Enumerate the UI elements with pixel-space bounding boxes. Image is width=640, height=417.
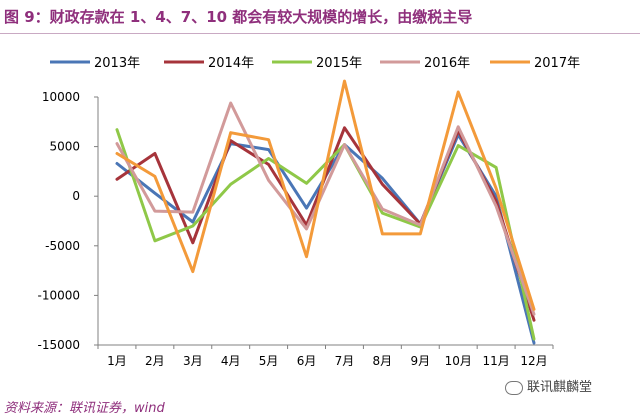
legend-label: 2017年 [534, 56, 580, 71]
legend-label: 2014年 [208, 56, 254, 71]
x-tick-label: 1月 [107, 354, 127, 368]
x-tick-label: 2月 [145, 354, 165, 368]
x-tick-label: 7月 [335, 354, 355, 368]
y-tick-label: -5000 [45, 239, 80, 253]
x-tick-label: 6月 [297, 354, 317, 368]
legend-label: 2016年 [424, 56, 470, 71]
series-line-2017年 [115, 79, 536, 311]
watermark: 联讯麒麟堂 [505, 376, 592, 395]
x-tick-label: 11月 [482, 354, 509, 368]
watermark-label: 联讯麒麟堂 [527, 380, 593, 395]
series-line-2016年 [115, 101, 536, 316]
title-bar: 图 9：财政存款在 1、4、7、10 都会有较大规模的增长，由缴税主导 [0, 0, 640, 34]
y-tick-label: -15000 [37, 338, 80, 352]
chart-title: 图 9：财政存款在 1、4、7、10 都会有较大规模的增长，由缴税主导 [4, 8, 473, 26]
x-tick-label: 9月 [410, 354, 430, 368]
x-tick-label: 4月 [221, 354, 241, 368]
line-chart: 10000 5000 0 -5000 -10000 -15000 1月 2月 3月 4月 5月 6月 7… [37, 56, 580, 368]
x-tick-label: 12月 [520, 354, 547, 368]
x-tick-label: 8月 [373, 354, 393, 368]
x-tick-label: 10月 [445, 354, 472, 368]
x-tick-label: 5月 [259, 354, 279, 368]
y-tick-label: -10000 [37, 288, 80, 302]
x-tick-label: 3月 [183, 354, 203, 368]
legend-label: 2015年 [316, 56, 362, 71]
title-divider [0, 33, 640, 34]
y-tick-label: 5000 [49, 140, 80, 154]
y-tick-label: 10000 [42, 90, 80, 104]
legend-label: 2013年 [94, 56, 140, 71]
wechat-icon [505, 380, 523, 395]
y-tick-label: 0 [72, 189, 80, 203]
source-note: 资料来源：联讯证券，wind [4, 401, 165, 416]
